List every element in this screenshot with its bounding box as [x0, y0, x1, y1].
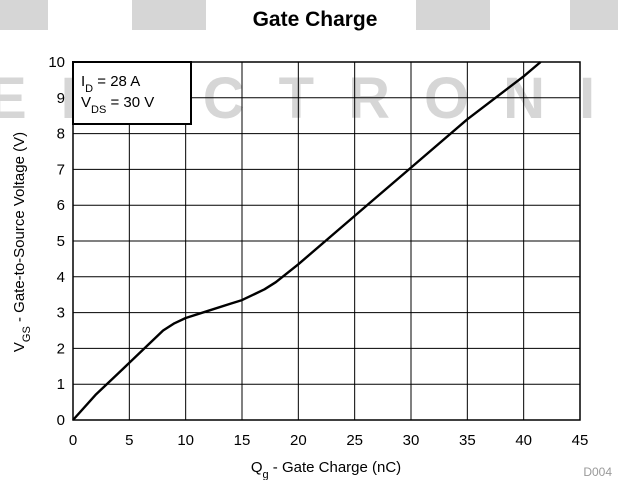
y-tick-label: 0 — [57, 412, 65, 429]
x-tick-label: 25 — [346, 432, 363, 449]
x-tick-label: 0 — [69, 432, 77, 449]
y-tick-label: 8 — [57, 126, 65, 143]
x-tick-label: 40 — [515, 432, 532, 449]
y-tick-label: 7 — [57, 161, 65, 178]
watermark-bar — [416, 0, 490, 30]
y-tick-label: 2 — [57, 340, 65, 357]
watermark-bar — [570, 0, 618, 30]
condition-vds: VDS = 30 V — [81, 94, 154, 116]
y-tick-label: 6 — [57, 197, 65, 214]
series — [72, 61, 542, 421]
condition-id: ID = 28 A — [81, 73, 140, 95]
y-tick-label: 10 — [48, 54, 65, 71]
conditions-legend: ID = 28 A VDS = 30 V — [72, 61, 192, 125]
series-line — [72, 61, 542, 421]
x-tick-label: 35 — [459, 432, 476, 449]
x-tick-label: 30 — [403, 432, 420, 449]
chart-title: Gate Charge — [253, 8, 378, 31]
plot-frame — [72, 61, 581, 421]
x-tick-label: 20 — [290, 432, 307, 449]
y-tick-label: 5 — [57, 233, 65, 250]
watermark-bar — [132, 0, 206, 30]
x-tick-label: 45 — [572, 432, 589, 449]
legend-box — [72, 61, 192, 125]
watermark-bar — [0, 0, 48, 30]
y-tick-label: 3 — [57, 305, 65, 322]
y-axis-label: VGS - Gate-to-Source Voltage (V) — [11, 132, 33, 352]
x-tick-label: 15 — [234, 432, 251, 449]
y-tick-label: 9 — [57, 90, 65, 107]
x-tick-label: 5 — [125, 432, 133, 449]
y-tick-label: 4 — [57, 269, 65, 286]
figure-code: D004 — [583, 465, 612, 479]
y-tick-label: 1 — [57, 376, 65, 393]
x-axis-label: Qg - Gate Charge (nC) — [251, 459, 401, 480]
x-tick-label: 10 — [177, 432, 194, 449]
